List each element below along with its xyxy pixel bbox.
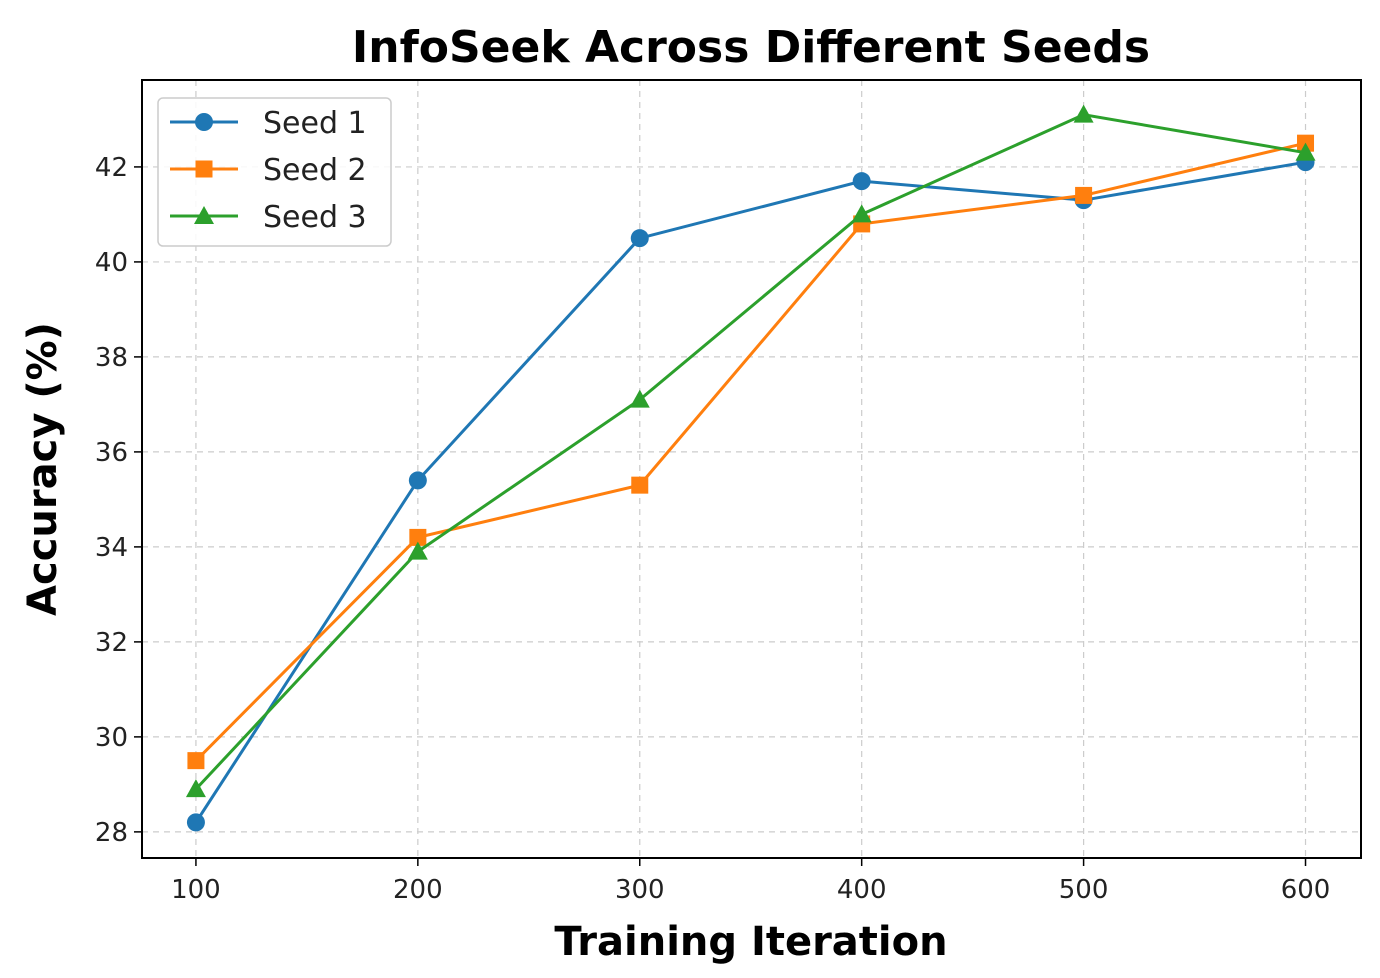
data-point [186,813,205,832]
y-axis-label: Accuracy (%) [20,322,66,616]
plot-frame [141,79,1362,859]
data-point [1073,104,1094,123]
x-tick-label: 300 [615,875,665,905]
y-tick-label: 40 [95,248,128,278]
legend-label: Seed 1 [263,106,367,141]
data-point [409,528,427,546]
data-point [187,752,205,770]
series-line [194,141,1306,762]
chart-title: InfoSeek Across Different Seeds [352,22,1150,73]
y-tick-label: 38 [95,343,128,373]
legend-marker [194,206,214,224]
data-point [407,541,428,560]
y-tick-label: 42 [95,153,128,183]
data-point [852,172,871,191]
data-point [631,476,649,494]
legend-box [157,97,392,247]
y-tick-label: 36 [95,438,128,468]
data-point [630,229,649,248]
x-tick-label: 200 [393,875,443,905]
legend-label: Seed 3 [263,200,367,235]
grid [142,80,1361,858]
legend: Seed 1 Seed 2 Seed 3 [157,97,392,247]
ticks: 100 200 300 400 500 600 28 30 32 34 36 38 40 42 [95,153,1330,905]
x-tick-label: 500 [1059,875,1109,905]
data-point [1075,186,1093,204]
x-tick-label: 400 [837,875,887,905]
x-tick-label: 100 [171,875,221,905]
series-line [194,113,1306,791]
data-point [408,471,427,490]
x-tick-label: 600 [1281,875,1331,905]
y-tick-label: 30 [95,723,128,753]
data-point [851,204,872,223]
legend-marker [195,160,213,178]
series-line [194,160,1306,824]
y-tick-label: 34 [95,533,128,563]
legend-marker [195,113,213,131]
series-3 [185,104,1316,798]
x-axis-label: Training Iteration [554,919,947,965]
series-1 [186,153,1315,832]
data-point [185,779,206,798]
legend-label: Seed 2 [263,153,367,188]
series-group [185,104,1316,832]
y-tick-label: 32 [95,628,128,658]
y-tick-label: 28 [95,818,128,848]
data-point [629,389,650,408]
data-point [1295,142,1316,161]
